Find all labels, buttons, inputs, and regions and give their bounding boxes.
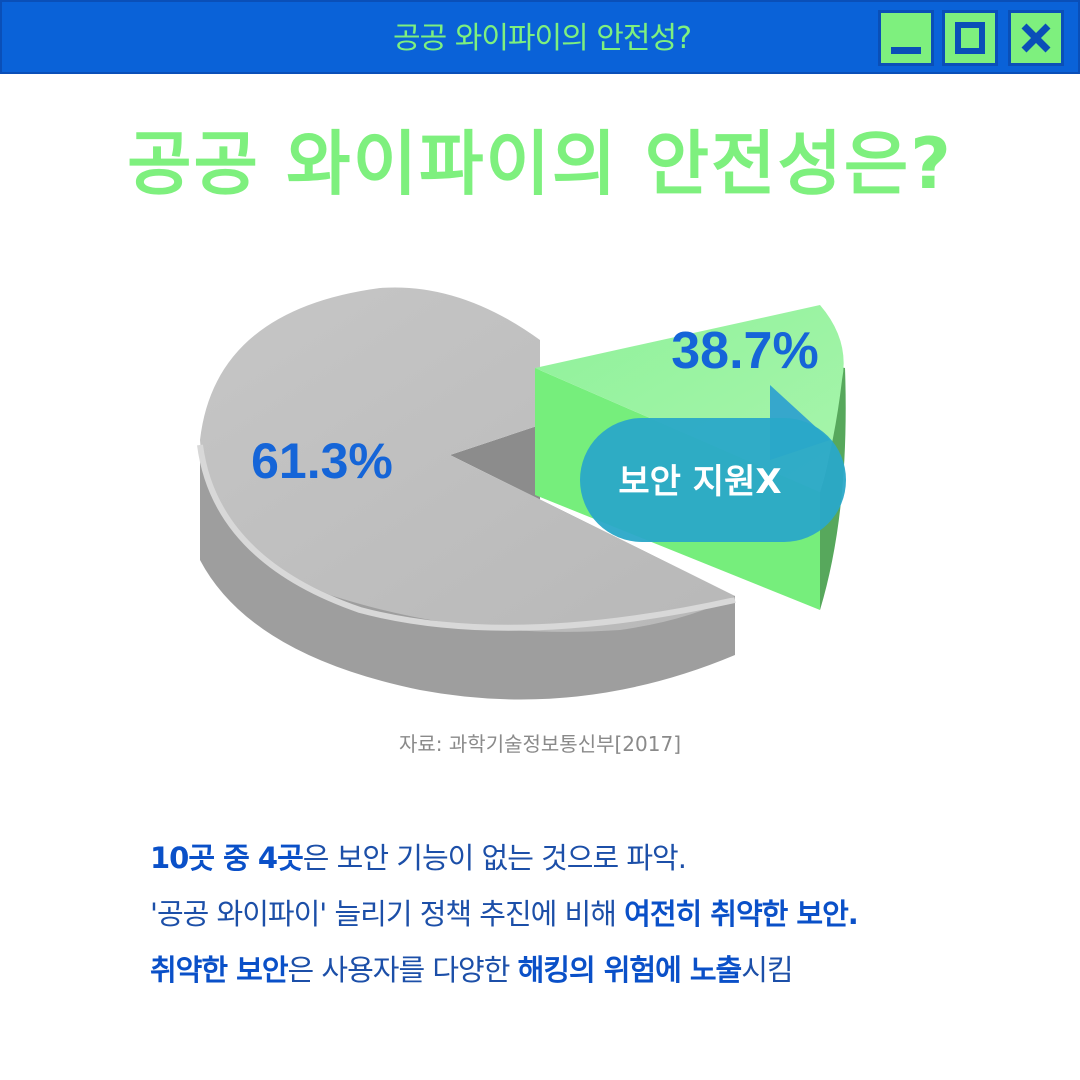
summary-text-segment: 은 사용자를 다양한	[287, 953, 518, 987]
window-title: 공공 와이파이의 안전성?	[393, 21, 692, 56]
minimize-button[interactable]	[878, 10, 934, 66]
minimize-icon	[891, 47, 921, 54]
source-note: 자료: 과학기술정보통신부[2017]	[399, 732, 681, 756]
page-title: 공공 와이파이의 안전성은?	[127, 123, 953, 205]
pie-slice-gray	[200, 287, 735, 632]
summary-emphasis: 여전히 취약한 보안.	[624, 897, 859, 931]
pie-slice-gray-inner	[450, 425, 735, 596]
maximize-button[interactable]	[942, 10, 998, 66]
summary-text: 10곳 중 4곳은 보안 기능이 없는 것으로 파악. '공공 와이파이' 늘리…	[150, 830, 1050, 998]
pie-chart: 61.3% 38.7% 보안 지원X	[197, 287, 846, 700]
summary-text-segment: '공공 와이파이' 늘리기 정책 추진에 비해	[150, 897, 625, 931]
maximize-icon	[955, 22, 985, 54]
summary-text-segment: 시킴	[741, 953, 793, 987]
summary-line-3: 취약한 보안은 사용자를 다양한 해킹의 위험에 노출시킴	[150, 942, 1050, 998]
summary-emphasis: 해킹의 위험에 노출	[517, 953, 743, 987]
window-titlebar: 공공 와이파이의 안전성?	[0, 0, 1080, 74]
summary-emphasis: 취약한 보안	[150, 953, 288, 987]
callout-text: 보안 지원X	[618, 462, 781, 502]
summary-line-1: 10곳 중 4곳은 보안 기능이 없는 것으로 파악.	[150, 830, 1050, 886]
pie-slice-gray-rim	[197, 444, 736, 631]
summary-line-2: '공공 와이파이' 늘리기 정책 추진에 비해 여전히 취약한 보안.	[150, 886, 1050, 942]
callout-badge	[580, 418, 846, 542]
summary-text-segment: 은 보안 기능이 없는 것으로 파악.	[302, 841, 687, 875]
summary-emphasis: 10곳 중 4곳	[150, 841, 304, 875]
close-button[interactable]	[1008, 10, 1064, 66]
slice-label-green: 38.7%	[671, 322, 818, 380]
slice-label-gray: 61.3%	[251, 433, 393, 489]
close-icon	[1021, 23, 1051, 53]
